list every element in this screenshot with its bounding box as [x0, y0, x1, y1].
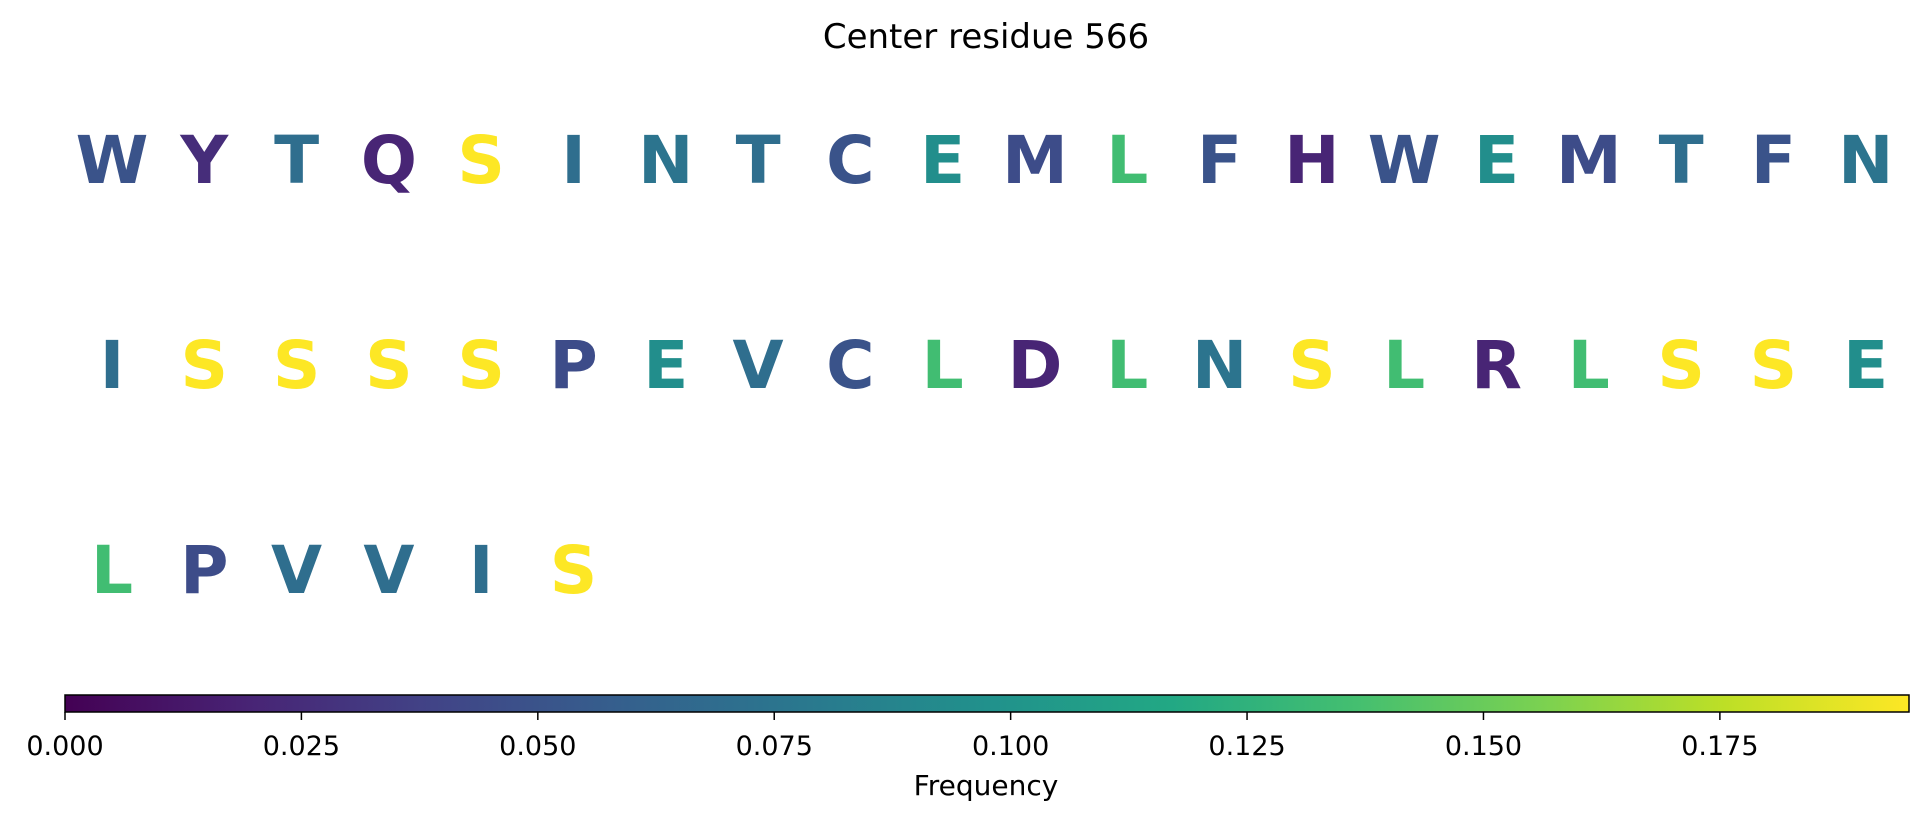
residue-letter: N	[1192, 327, 1247, 404]
residue-letter: I	[100, 327, 125, 404]
residue-letter: N	[638, 122, 693, 199]
residue-letter: C	[826, 327, 874, 404]
residue-letter: T	[1659, 122, 1704, 199]
residue-letter: F	[1197, 122, 1242, 199]
residue-letter: V	[271, 532, 322, 609]
residue-letter: E	[920, 122, 965, 199]
residue-letter: Y	[179, 122, 229, 199]
colorbar-tick-label: 0.175	[1681, 731, 1758, 762]
residue-letter: S	[550, 532, 598, 609]
residue-letter: L	[1106, 122, 1148, 199]
residue-letter: S	[457, 122, 505, 199]
colorbar-tick-label: 0.050	[499, 731, 576, 762]
residue-letter: S	[365, 327, 413, 404]
colorbar-tick-label: 0.025	[263, 731, 340, 762]
chart-title: Center residue 566	[823, 17, 1149, 57]
residue-letter: S	[1288, 327, 1336, 404]
residue-letter: S	[1750, 327, 1798, 404]
residue-letter: M	[1556, 122, 1622, 199]
residue-letter: L	[1383, 327, 1425, 404]
residue-letter: E	[1843, 327, 1888, 404]
residue-letter: H	[1284, 122, 1339, 199]
residue-letter: N	[1838, 122, 1893, 199]
residue-letter: W	[76, 122, 149, 199]
colorbar-tick-label: 0.075	[736, 731, 813, 762]
colorbar-ticks: 0.000 0.025 0.050 0.075 0.100 0.125 0.150 0.175	[26, 712, 1759, 762]
residue-letter: F	[1751, 122, 1796, 199]
residue-letter: L	[922, 327, 964, 404]
colorbar-gradient	[64, 694, 1910, 713]
residue-grid: W Y T Q S I N T C E M L F H W E M T F NI S S S S P E V C L D L N S L R L S S E…	[76, 122, 1894, 609]
colorbar-tick-label: 0.100	[972, 731, 1049, 762]
residue-letter: I	[561, 122, 586, 199]
residue-letter: P	[180, 532, 228, 609]
colorbar-tick-label: 0.150	[1445, 731, 1522, 762]
residue-letter: L	[1106, 327, 1148, 404]
residue-letter: I	[469, 532, 494, 609]
residue-letter: S	[457, 327, 505, 404]
residue-letter: S	[1657, 327, 1705, 404]
colorbar-tick-label: 0.125	[1208, 731, 1285, 762]
residue-letter: S	[273, 327, 321, 404]
colorbar-label: Frequency	[914, 769, 1059, 802]
residue-letter: R	[1471, 327, 1522, 404]
colorbar: 0.000 0.025 0.050 0.075 0.100 0.125 0.150 0.175…	[26, 694, 1910, 802]
residue-letter: V	[733, 327, 784, 404]
residue-letter: T	[274, 122, 319, 199]
residue-letter: L	[1568, 327, 1610, 404]
colorbar-tick-label: 0.000	[26, 731, 103, 762]
residue-letter: E	[1474, 122, 1519, 199]
residue-letter: W	[1368, 122, 1441, 199]
residue-letter: M	[1002, 122, 1068, 199]
residue-letter: V	[363, 532, 414, 609]
residue-letter: T	[736, 122, 781, 199]
residue-letter: C	[826, 122, 874, 199]
residue-letter: L	[91, 532, 133, 609]
residue-letter: Q	[361, 122, 417, 199]
residue-letter: E	[643, 327, 688, 404]
residue-letter: P	[549, 327, 597, 404]
residue-letter: D	[1008, 327, 1063, 404]
residue-letter: S	[181, 327, 229, 404]
